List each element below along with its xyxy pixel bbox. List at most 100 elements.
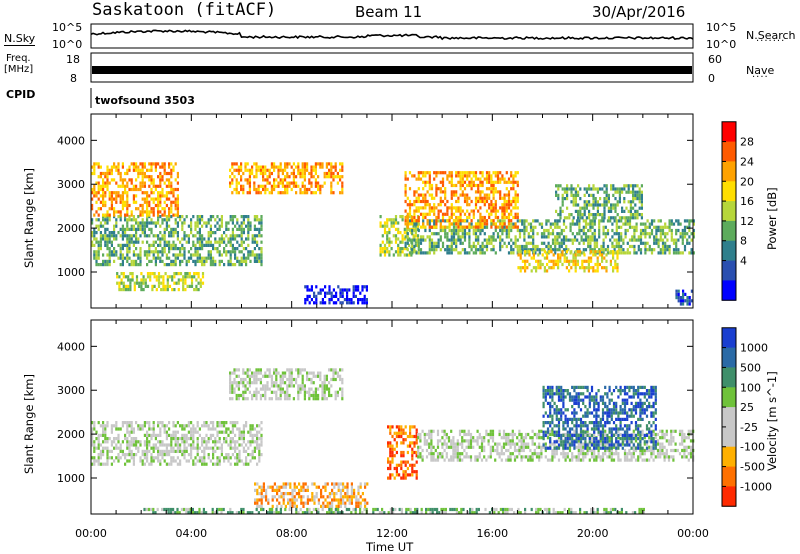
echo-cell <box>308 178 311 182</box>
echo-cell <box>411 232 414 236</box>
echo-cell <box>119 194 122 198</box>
echo-cell <box>587 259 590 263</box>
echo-cell <box>201 247 204 251</box>
echo-cell <box>622 241 625 245</box>
echo-cell <box>220 234 223 238</box>
echo-cell <box>251 374 254 378</box>
echo-cell <box>234 443 237 447</box>
echo-cell <box>526 250 529 254</box>
echo-cell <box>205 240 208 244</box>
echo-cell <box>139 168 142 172</box>
echo-cell <box>121 203 124 208</box>
echo-cell <box>253 256 256 260</box>
echo-cell <box>240 234 243 238</box>
echo-cell <box>168 162 171 166</box>
echo-cell <box>183 247 186 251</box>
echo-cell <box>292 162 295 166</box>
echo-cell <box>499 235 502 239</box>
echo-cell <box>99 453 102 457</box>
echo-cell <box>126 203 129 208</box>
echo-cell <box>670 235 673 239</box>
echo-cell <box>516 199 519 204</box>
echo-cell <box>465 445 468 449</box>
echo-cell <box>631 244 634 249</box>
echo-cell <box>152 446 155 450</box>
echo-cell <box>509 455 512 459</box>
echo-cell <box>137 427 140 431</box>
echo-cell <box>242 187 245 192</box>
echo-cell <box>574 253 577 257</box>
echo-cell <box>198 231 201 235</box>
echo-cell <box>679 299 682 303</box>
echo-cell <box>426 212 429 216</box>
echo-cell <box>472 174 475 178</box>
echo-cell <box>341 368 344 372</box>
echo-cell <box>196 218 199 222</box>
echo-cell <box>529 222 533 226</box>
echo-cell <box>441 442 444 446</box>
echo-cell <box>162 288 165 292</box>
echo-cell <box>388 237 391 241</box>
echo-cell <box>154 168 157 172</box>
echo-cell <box>448 238 451 242</box>
echo-cell <box>341 162 344 166</box>
echo-cell <box>172 168 175 172</box>
echo-cell <box>203 256 206 260</box>
echo-cell <box>249 253 252 257</box>
echo-cell <box>632 216 635 220</box>
echo-cell <box>240 187 243 192</box>
echo-cell <box>119 446 122 450</box>
echo-cell <box>388 243 391 247</box>
echo-cell <box>514 215 517 220</box>
echo-cell <box>312 397 315 401</box>
echo-cell <box>596 187 599 191</box>
echo-cell <box>616 262 619 267</box>
echo-cell <box>457 222 460 226</box>
echo-cell <box>170 210 173 214</box>
echo-cell <box>121 194 124 198</box>
echo-cell <box>244 384 247 388</box>
echo-cell <box>617 225 621 229</box>
echo-cell <box>494 190 497 194</box>
echo-cell <box>319 291 322 295</box>
echo-cell <box>433 203 436 207</box>
echo-cell <box>609 238 612 242</box>
echo-cell <box>516 212 519 216</box>
echo-cell <box>450 222 453 226</box>
echo-cell <box>436 458 440 462</box>
echo-cell <box>537 259 540 263</box>
echo-cell <box>435 241 438 245</box>
echo-cell <box>179 253 182 257</box>
echo-cell <box>176 231 179 235</box>
echo-cell <box>595 241 599 245</box>
echo-cell <box>187 421 190 425</box>
echo-cell <box>416 234 420 238</box>
echo-cell <box>142 275 145 279</box>
echo-cell <box>165 218 168 222</box>
echo-cell <box>108 259 111 263</box>
echo-cell <box>529 228 533 233</box>
echo-cell <box>214 437 217 441</box>
echo-cell <box>231 162 234 166</box>
echo-cell <box>205 424 208 428</box>
echo-cell <box>231 165 234 169</box>
echo-cell <box>452 439 455 443</box>
echo-cell <box>417 455 420 459</box>
echo-cell <box>448 171 451 175</box>
echo-cell <box>201 224 204 228</box>
echo-cell <box>126 194 129 198</box>
echo-cell <box>154 197 157 201</box>
echo-cell <box>638 197 641 201</box>
echo-cell <box>264 374 267 378</box>
echo-cell <box>242 231 245 235</box>
echo-cell <box>452 219 456 223</box>
echo-cell <box>299 371 302 375</box>
echo-cell <box>218 440 221 444</box>
echo-cell <box>499 190 502 194</box>
echo-cell <box>485 432 488 437</box>
echo-cell <box>270 377 273 382</box>
echo-cell <box>589 248 592 252</box>
echo-cell <box>268 397 271 401</box>
echo-cell <box>512 248 515 252</box>
echo-cell <box>264 178 267 182</box>
